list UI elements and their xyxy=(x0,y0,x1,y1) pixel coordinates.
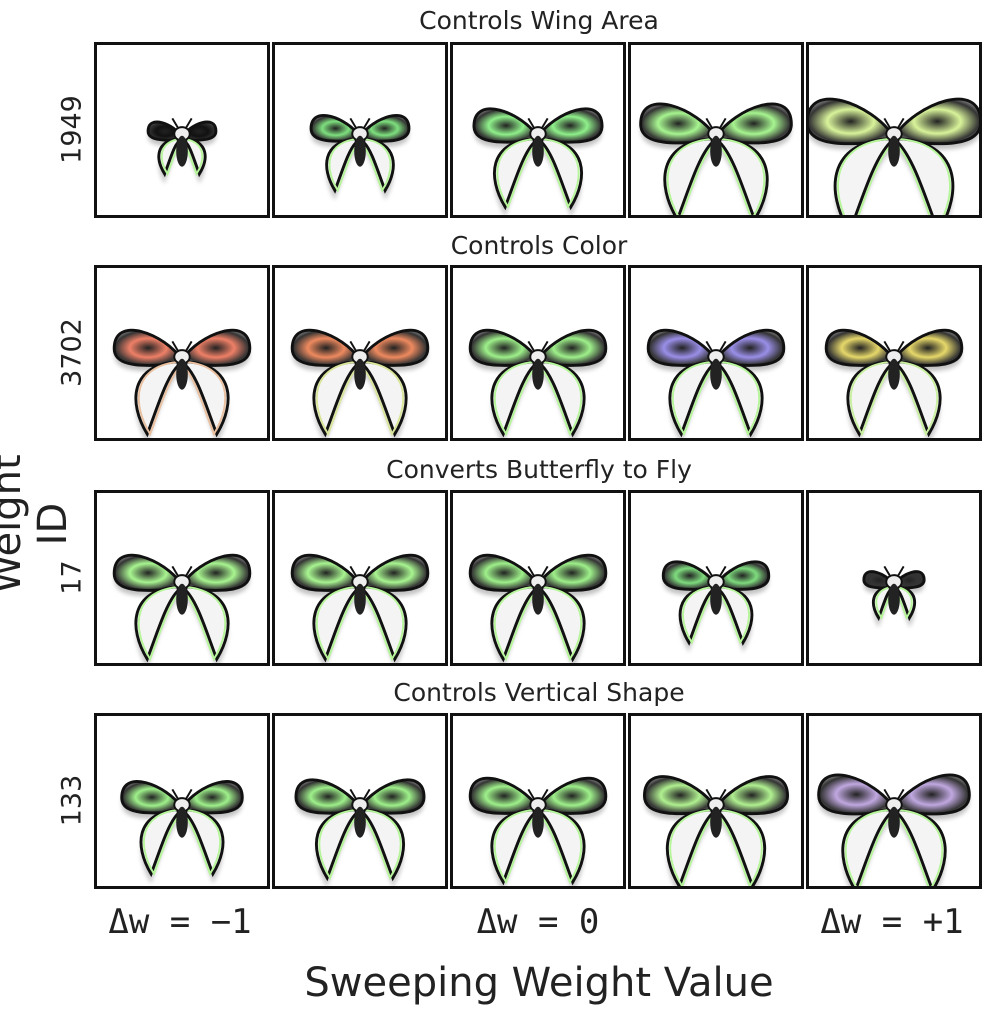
row-title: Converts Butterfly to Fly xyxy=(386,455,692,484)
butterfly-cell xyxy=(272,42,448,218)
butterfly-image xyxy=(824,328,964,438)
butterfly-cell xyxy=(628,490,804,666)
butterfly-image xyxy=(309,114,411,201)
butterfly-cell xyxy=(806,42,982,218)
butterfly-image xyxy=(112,553,252,663)
butterfly-image xyxy=(862,565,926,628)
butterfly-cell xyxy=(450,713,626,889)
row-weight-id: 17 xyxy=(56,560,88,595)
tick-zero: Δw = 0 xyxy=(476,902,600,942)
tick-plus-one: Δw = +1 xyxy=(820,902,964,942)
butterfly-cell xyxy=(450,42,626,218)
butterfly-image xyxy=(639,102,793,215)
tick-minus-one: Δw = −1 xyxy=(108,902,252,942)
butterfly-cell xyxy=(628,713,804,889)
butterfly-cell xyxy=(450,265,626,441)
butterfly-image xyxy=(642,775,790,886)
butterfly-cell xyxy=(628,42,804,218)
butterfly-image xyxy=(290,328,430,438)
butterfly-image xyxy=(120,780,244,884)
x-axis-label: Sweeping Weight Value xyxy=(304,960,774,1006)
butterfly-cell xyxy=(272,490,448,666)
butterfly-image xyxy=(294,778,426,886)
row-weight-id: 1949 xyxy=(56,95,88,164)
butterfly-cell xyxy=(806,713,982,889)
butterfly-image xyxy=(468,553,608,663)
butterfly-cell xyxy=(272,265,448,441)
butterfly-image xyxy=(817,773,971,886)
butterfly-image xyxy=(646,328,786,438)
butterfly-cell xyxy=(94,265,270,441)
butterfly-cell xyxy=(806,265,982,441)
butterfly-image xyxy=(290,553,430,663)
butterfly-cell xyxy=(94,713,270,889)
butterfly-image xyxy=(146,117,218,184)
butterfly-cell xyxy=(806,490,982,666)
butterfly-image xyxy=(809,97,979,215)
butterfly-image xyxy=(468,776,608,886)
butterfly-cell xyxy=(94,42,270,218)
butterfly-cell xyxy=(450,490,626,666)
row-title: Controls Wing Area xyxy=(419,6,659,35)
butterfly-cell xyxy=(628,265,804,441)
row-weight-id: 3702 xyxy=(56,318,88,387)
row-weight-id: 133 xyxy=(56,774,88,827)
row-title: Controls Vertical Shape xyxy=(393,678,685,707)
butterfly-cell xyxy=(94,490,270,666)
butterfly-cell xyxy=(272,713,448,889)
butterfly-image xyxy=(112,328,252,438)
butterfly-image xyxy=(472,107,604,215)
butterfly-image xyxy=(661,560,771,653)
row-title: Controls Color xyxy=(450,231,628,260)
butterfly-image xyxy=(468,328,608,438)
